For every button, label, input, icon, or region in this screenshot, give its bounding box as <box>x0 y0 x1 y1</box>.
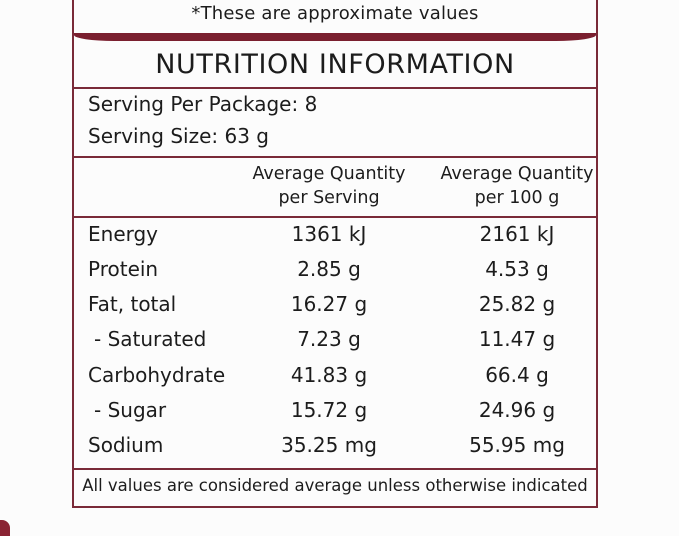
nutrient-name: Fat, total <box>88 292 177 316</box>
value-per-serving: 7.23 g <box>297 327 361 351</box>
column-header-per-100g-line2: per 100 g <box>474 188 560 208</box>
nutrient-name: Energy <box>88 222 159 246</box>
nutrient-name: Carbohydrate <box>88 363 226 387</box>
nutrient-name: - Saturated <box>94 327 207 351</box>
column-header-per-100g: Average Quantity per 100 g <box>438 162 596 210</box>
column-header-per-serving: Average Quantity per Serving <box>252 162 406 210</box>
servings-per-package: Serving Per Package: 8 <box>88 92 318 116</box>
nutrient-name: Sodium <box>88 433 164 457</box>
nutrient-row-sodium: Sodium 35.25 mg 55.95 mg <box>74 433 596 468</box>
column-header-per-serving-line1: Average Quantity <box>252 164 406 184</box>
nutrient-name: Protein <box>88 257 159 281</box>
value-per-serving: 35.25 mg <box>281 433 377 457</box>
value-per-100g: 55.95 mg <box>469 433 565 457</box>
value-per-100g: 66.4 g <box>485 363 549 387</box>
divider-title <box>74 87 596 89</box>
value-per-100g: 25.82 g <box>478 292 556 316</box>
page-corner-decoration <box>0 520 10 536</box>
value-per-100g: 4.53 g <box>485 257 549 281</box>
accent-band <box>74 33 596 41</box>
nutrient-row-fat-total: Fat, total 16.27 g 25.82 g <box>74 292 596 327</box>
nutrient-name: - Sugar <box>94 398 167 422</box>
value-per-serving: 16.27 g <box>290 292 368 316</box>
nutrient-row-energy: Energy 1361 kJ 2161 kJ <box>74 222 596 257</box>
value-per-serving: 2.85 g <box>297 257 361 281</box>
serving-size: Serving Size: 63 g <box>88 124 269 148</box>
value-per-serving: 1361 kJ <box>291 222 367 246</box>
column-header-per-100g-line1: Average Quantity <box>440 164 594 184</box>
value-per-100g: 24.96 g <box>478 398 556 422</box>
divider-header <box>74 216 596 218</box>
approximate-values-note: *These are approximate values <box>191 3 479 24</box>
divider-serving <box>74 156 596 158</box>
nutrient-row-carbohydrate: Carbohydrate 41.83 g 66.4 g <box>74 363 596 398</box>
value-per-100g: 2161 kJ <box>479 222 555 246</box>
divider-footer <box>74 468 596 470</box>
value-per-serving: 41.83 g <box>290 363 368 387</box>
nutrient-row-saturated: - Saturated 7.23 g 11.47 g <box>74 327 596 362</box>
footer-disclaimer: All values are considered average unless… <box>82 476 588 495</box>
nutrient-row-sugar: - Sugar 15.72 g 24.96 g <box>74 398 596 433</box>
panel-title: NUTRITION INFORMATION <box>155 49 515 80</box>
nutrition-panel: *These are approximate values NUTRITION … <box>72 0 598 508</box>
column-header-per-serving-line2: per Serving <box>278 188 380 208</box>
value-per-serving: 15.72 g <box>290 398 368 422</box>
value-per-100g: 11.47 g <box>478 327 556 351</box>
nutrient-row-protein: Protein 2.85 g 4.53 g <box>74 257 596 292</box>
